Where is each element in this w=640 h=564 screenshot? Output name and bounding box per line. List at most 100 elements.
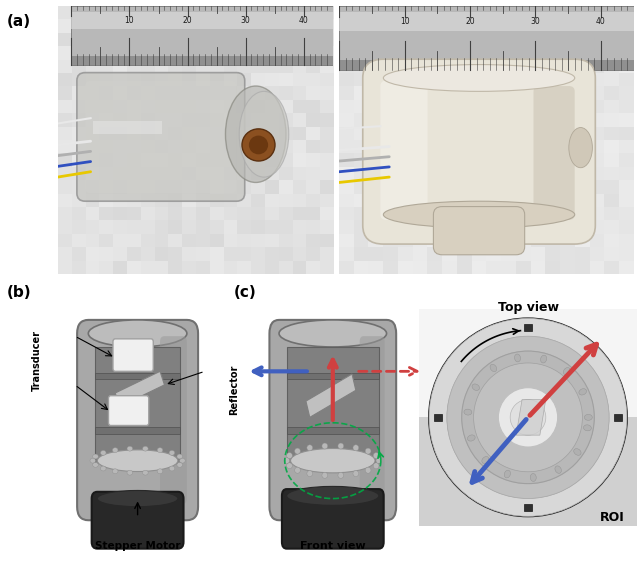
- Polygon shape: [306, 374, 356, 417]
- Text: 30: 30: [241, 16, 250, 25]
- Ellipse shape: [541, 355, 547, 363]
- Text: Stepper Motor: Stepper Motor: [95, 541, 180, 552]
- FancyBboxPatch shape: [108, 396, 148, 425]
- Ellipse shape: [307, 445, 312, 451]
- Ellipse shape: [472, 384, 479, 390]
- Text: Front view: Front view: [300, 541, 365, 552]
- Ellipse shape: [338, 473, 344, 478]
- Bar: [95, 427, 180, 434]
- Bar: [419, 417, 637, 526]
- Bar: [614, 414, 622, 421]
- Ellipse shape: [467, 435, 475, 441]
- Bar: [287, 427, 379, 434]
- Text: 10: 10: [400, 17, 410, 26]
- Ellipse shape: [373, 463, 379, 469]
- Text: 20: 20: [183, 16, 193, 25]
- FancyBboxPatch shape: [92, 492, 184, 549]
- Ellipse shape: [279, 320, 387, 347]
- Bar: [72, 56, 333, 64]
- FancyBboxPatch shape: [85, 81, 237, 193]
- Ellipse shape: [294, 467, 300, 473]
- FancyBboxPatch shape: [360, 336, 385, 504]
- Circle shape: [510, 399, 546, 435]
- Ellipse shape: [100, 466, 106, 471]
- Text: 10: 10: [125, 16, 134, 25]
- Bar: [93, 121, 162, 134]
- Ellipse shape: [90, 458, 95, 463]
- Circle shape: [474, 363, 582, 472]
- Ellipse shape: [180, 458, 185, 463]
- Bar: [95, 373, 180, 380]
- Ellipse shape: [127, 470, 132, 475]
- Ellipse shape: [287, 486, 379, 505]
- FancyBboxPatch shape: [363, 59, 595, 244]
- Bar: [72, 11, 333, 29]
- Ellipse shape: [365, 448, 371, 454]
- Ellipse shape: [482, 456, 489, 464]
- Ellipse shape: [291, 448, 375, 473]
- FancyBboxPatch shape: [282, 489, 383, 549]
- Ellipse shape: [93, 454, 99, 459]
- Ellipse shape: [93, 462, 99, 468]
- FancyBboxPatch shape: [113, 339, 154, 371]
- Wedge shape: [447, 336, 609, 499]
- Ellipse shape: [287, 452, 292, 459]
- Wedge shape: [429, 319, 627, 516]
- Ellipse shape: [177, 462, 182, 468]
- Ellipse shape: [353, 470, 358, 477]
- Bar: [339, 60, 634, 70]
- Text: 20: 20: [465, 17, 475, 26]
- Ellipse shape: [504, 470, 511, 478]
- Text: (c): (c): [234, 285, 257, 300]
- Bar: [339, 12, 634, 32]
- Text: (b): (b): [6, 285, 31, 300]
- Ellipse shape: [177, 454, 182, 459]
- Ellipse shape: [287, 463, 292, 469]
- Ellipse shape: [88, 320, 187, 347]
- Text: (a): (a): [6, 14, 31, 29]
- Circle shape: [461, 351, 595, 483]
- Ellipse shape: [490, 364, 497, 372]
- Ellipse shape: [97, 450, 178, 472]
- Ellipse shape: [157, 469, 163, 474]
- Bar: [434, 414, 442, 421]
- Ellipse shape: [307, 470, 312, 477]
- Ellipse shape: [353, 445, 358, 451]
- Text: 30: 30: [531, 17, 540, 26]
- Ellipse shape: [127, 446, 132, 451]
- Ellipse shape: [322, 473, 328, 478]
- Ellipse shape: [157, 448, 163, 452]
- Polygon shape: [115, 371, 164, 407]
- Text: Reflector: Reflector: [229, 365, 239, 416]
- Ellipse shape: [239, 91, 289, 177]
- Ellipse shape: [100, 451, 106, 455]
- Ellipse shape: [143, 446, 148, 451]
- Ellipse shape: [383, 64, 575, 91]
- Ellipse shape: [555, 466, 561, 473]
- FancyBboxPatch shape: [433, 206, 525, 255]
- Ellipse shape: [579, 389, 586, 395]
- Ellipse shape: [169, 451, 175, 455]
- FancyBboxPatch shape: [534, 86, 575, 220]
- Ellipse shape: [563, 368, 570, 374]
- Circle shape: [499, 387, 557, 447]
- FancyBboxPatch shape: [95, 347, 180, 464]
- Ellipse shape: [515, 354, 520, 362]
- Ellipse shape: [284, 458, 290, 464]
- Bar: [72, 6, 333, 64]
- Bar: [339, 6, 634, 70]
- Ellipse shape: [531, 474, 536, 482]
- Ellipse shape: [373, 452, 379, 459]
- Bar: [524, 324, 532, 331]
- Ellipse shape: [365, 467, 371, 473]
- Ellipse shape: [584, 425, 591, 431]
- Text: 40: 40: [299, 16, 308, 25]
- FancyBboxPatch shape: [77, 73, 244, 201]
- Ellipse shape: [113, 448, 118, 452]
- FancyBboxPatch shape: [287, 347, 379, 464]
- Ellipse shape: [169, 466, 175, 471]
- FancyBboxPatch shape: [160, 336, 187, 504]
- Circle shape: [242, 129, 275, 161]
- Ellipse shape: [322, 443, 328, 449]
- Ellipse shape: [464, 409, 472, 415]
